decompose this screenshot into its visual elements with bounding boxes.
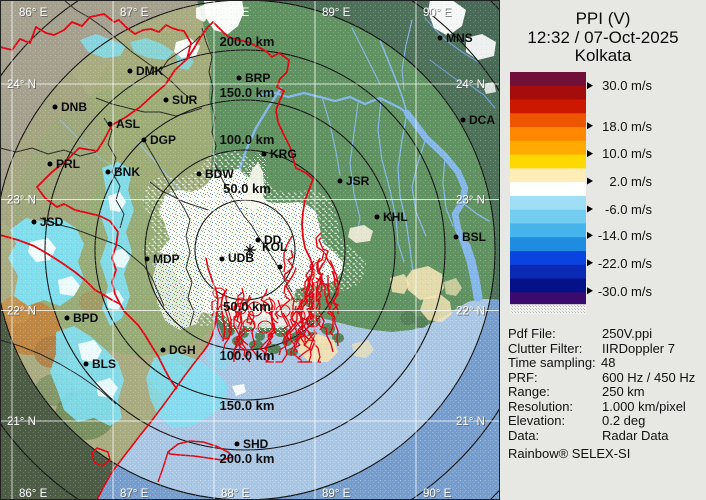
svg-text:90° E: 90° E [424, 8, 453, 20]
svg-text:23° N: 23° N [7, 195, 36, 207]
svg-text:22° N: 22° N [456, 306, 485, 318]
svg-text:88° E: 88° E [221, 7, 250, 19]
svg-text:24° N: 24° N [7, 79, 36, 91]
svg-text:21° N: 21° N [456, 416, 485, 428]
svg-text:89° E: 89° E [322, 488, 351, 500]
svg-text:200.0 km: 200.0 km [220, 34, 275, 49]
svg-text:86° E: 86° E [20, 8, 49, 20]
svg-text:23° N: 23° N [457, 196, 486, 208]
svg-text:50.0 km: 50.0 km [223, 299, 271, 314]
svg-text:200.0 km: 200.0 km [220, 451, 275, 466]
svg-text:21° N: 21° N [8, 417, 37, 429]
svg-text:89° E: 89° E [323, 8, 352, 20]
svg-text:SUR: SUR [172, 93, 198, 107]
svg-text:DNB: DNB [61, 100, 87, 114]
svg-text:BRP: BRP [245, 71, 270, 85]
svg-text:90° E: 90° E [423, 488, 452, 500]
svg-text:100.0 km: 100.0 km [220, 132, 275, 147]
svg-text:PRL: PRL [56, 157, 80, 171]
svg-text:22° N: 22° N [457, 307, 486, 319]
svg-text:87° E: 87° E [120, 488, 149, 500]
svg-text:SHD: SHD [243, 437, 269, 451]
svg-text:88° E: 88° E [222, 489, 251, 500]
svg-text:90° E: 90° E [423, 7, 452, 19]
svg-text:100.0 km: 100.0 km [220, 348, 275, 363]
svg-text:BPD: BPD [73, 311, 99, 325]
svg-text:87° E: 87° E [121, 489, 150, 500]
svg-text:KHL: KHL [383, 210, 408, 224]
svg-text:22° N: 22° N [7, 306, 36, 318]
svg-text:DGH: DGH [169, 343, 196, 357]
svg-text:24° N: 24° N [8, 80, 37, 92]
svg-text:24° N: 24° N [456, 79, 485, 91]
svg-text:86° E: 86° E [20, 489, 49, 500]
svg-text:150.0 km: 150.0 km [220, 85, 275, 100]
svg-text:21° N: 21° N [457, 417, 486, 429]
svg-text:150.0 km: 150.0 km [220, 398, 275, 413]
svg-text:BDW: BDW [205, 167, 234, 181]
svg-text:23° N: 23° N [8, 196, 37, 208]
svg-text:BNK: BNK [114, 165, 140, 179]
svg-text:MDP: MDP [153, 252, 180, 266]
svg-text:BLS: BLS [92, 357, 116, 371]
svg-text:23° N: 23° N [456, 195, 485, 207]
svg-text:UDB: UDB [228, 251, 254, 265]
svg-text:89° E: 89° E [322, 7, 351, 19]
svg-text:21° N: 21° N [7, 416, 36, 428]
svg-text:BSL: BSL [462, 230, 486, 244]
svg-text:87° E: 87° E [120, 7, 149, 19]
svg-text:JSR: JSR [346, 174, 370, 188]
svg-text:KRG: KRG [270, 147, 297, 161]
svg-text:DD: DD [264, 233, 282, 247]
svg-text:DCA: DCA [469, 113, 495, 127]
svg-text:50.0 km: 50.0 km [223, 181, 271, 196]
svg-text:MNS: MNS [446, 31, 473, 45]
svg-text:87° E: 87° E [121, 8, 150, 20]
svg-text:DMK: DMK [136, 64, 164, 78]
svg-text:86° E: 86° E [19, 488, 48, 500]
svg-text:KOL: KOL [262, 240, 287, 254]
svg-text:89° E: 89° E [323, 489, 352, 500]
svg-text:22° N: 22° N [8, 307, 37, 319]
svg-text:ASL: ASL [116, 117, 140, 131]
svg-text:86° E: 86° E [19, 7, 48, 19]
svg-text:90° E: 90° E [424, 489, 453, 500]
svg-text:JSD: JSD [40, 215, 64, 229]
svg-text:24° N: 24° N [457, 80, 486, 92]
svg-text:DGP: DGP [150, 133, 176, 147]
svg-text:88° E: 88° E [221, 488, 250, 500]
